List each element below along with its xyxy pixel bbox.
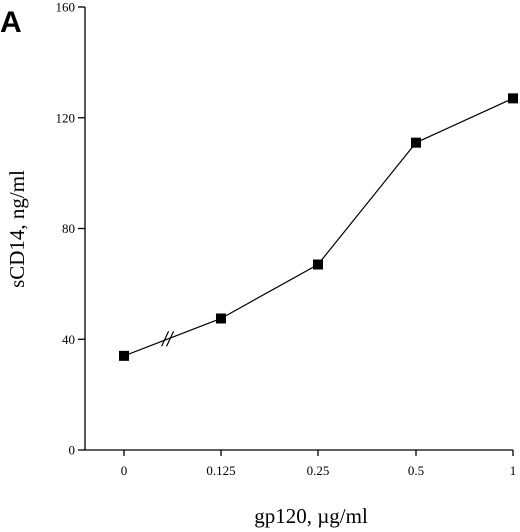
x-tick-label: 0.125	[206, 463, 235, 478]
data-point	[313, 259, 323, 270]
panel-label: A	[0, 6, 22, 39]
data-point	[119, 350, 129, 361]
axis-break-mark	[166, 331, 175, 347]
y-tick-label: 0	[69, 443, 76, 458]
y-tick-label: 160	[56, 0, 76, 15]
series-line	[123, 97, 514, 357]
y-tick-label: 120	[56, 110, 76, 125]
series	[119, 93, 518, 361]
y-ticks: 0 40 80 120 160	[56, 0, 85, 458]
data-point	[216, 313, 226, 324]
x-tick-label: 0.5	[408, 463, 424, 478]
axes	[84, 7, 513, 451]
y-axis-label: sCD14, ng/ml	[5, 170, 29, 288]
x-tick-label: 0	[121, 463, 128, 478]
axis-break-mark	[161, 331, 170, 347]
x-axis-label: gp120, µg/ml	[254, 504, 368, 528]
y-tick-label: 40	[62, 332, 75, 347]
x-tick-label: 0.25	[307, 463, 330, 478]
x-tick-label: 1	[510, 463, 517, 478]
data-point	[411, 137, 421, 148]
data-point	[508, 93, 518, 104]
y-tick-label: 80	[62, 221, 75, 236]
x-ticks: 0 0.125 0.25 0.5 1	[121, 450, 517, 478]
